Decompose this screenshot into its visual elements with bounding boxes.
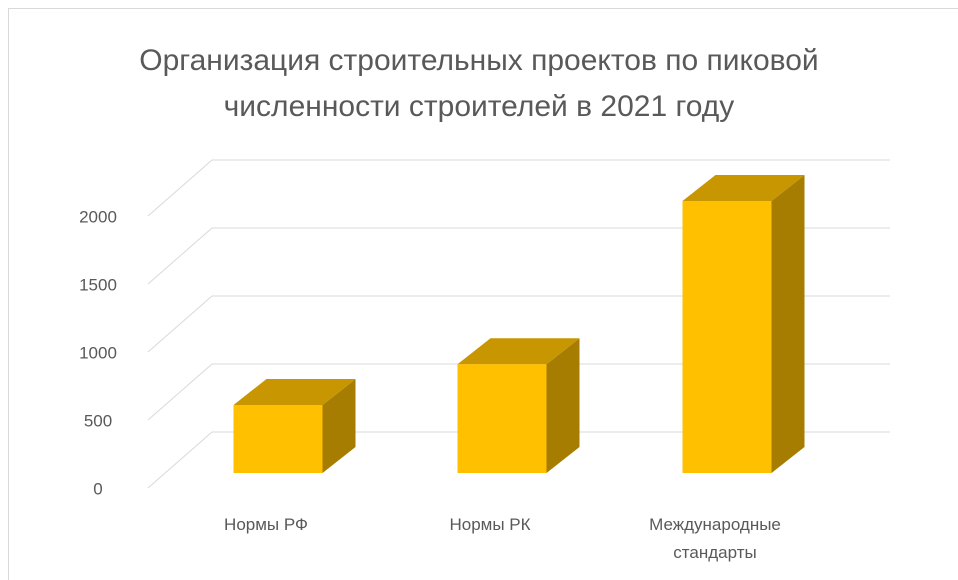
bar-side [546,338,580,473]
chart-border [8,8,958,580]
y-tick-label: 0 [93,479,102,498]
bar-side [322,379,356,473]
bar [682,201,772,473]
bar [457,364,547,473]
bar-top [233,379,356,405]
y-tick-label: 500 [84,411,112,430]
grid-line [147,431,890,489]
y-tick-label: 1000 [79,343,117,362]
y-tick-label: 2000 [79,207,117,226]
grid-line [147,363,890,421]
chart-title: Организация строительных проектов по пик… [139,44,819,123]
grid-line [147,227,890,285]
grid-line [147,295,890,353]
bar-top [457,338,580,365]
y-tick-label: 1500 [79,275,117,294]
bar-side [771,175,805,473]
bar [233,405,323,473]
bar-top [682,175,805,201]
grid-line [147,159,890,217]
x-tick-label: Нормы РФ [224,515,308,534]
x-tick-label: Нормы РК [449,515,531,534]
x-tick-label: Международные стандарты [649,515,781,562]
